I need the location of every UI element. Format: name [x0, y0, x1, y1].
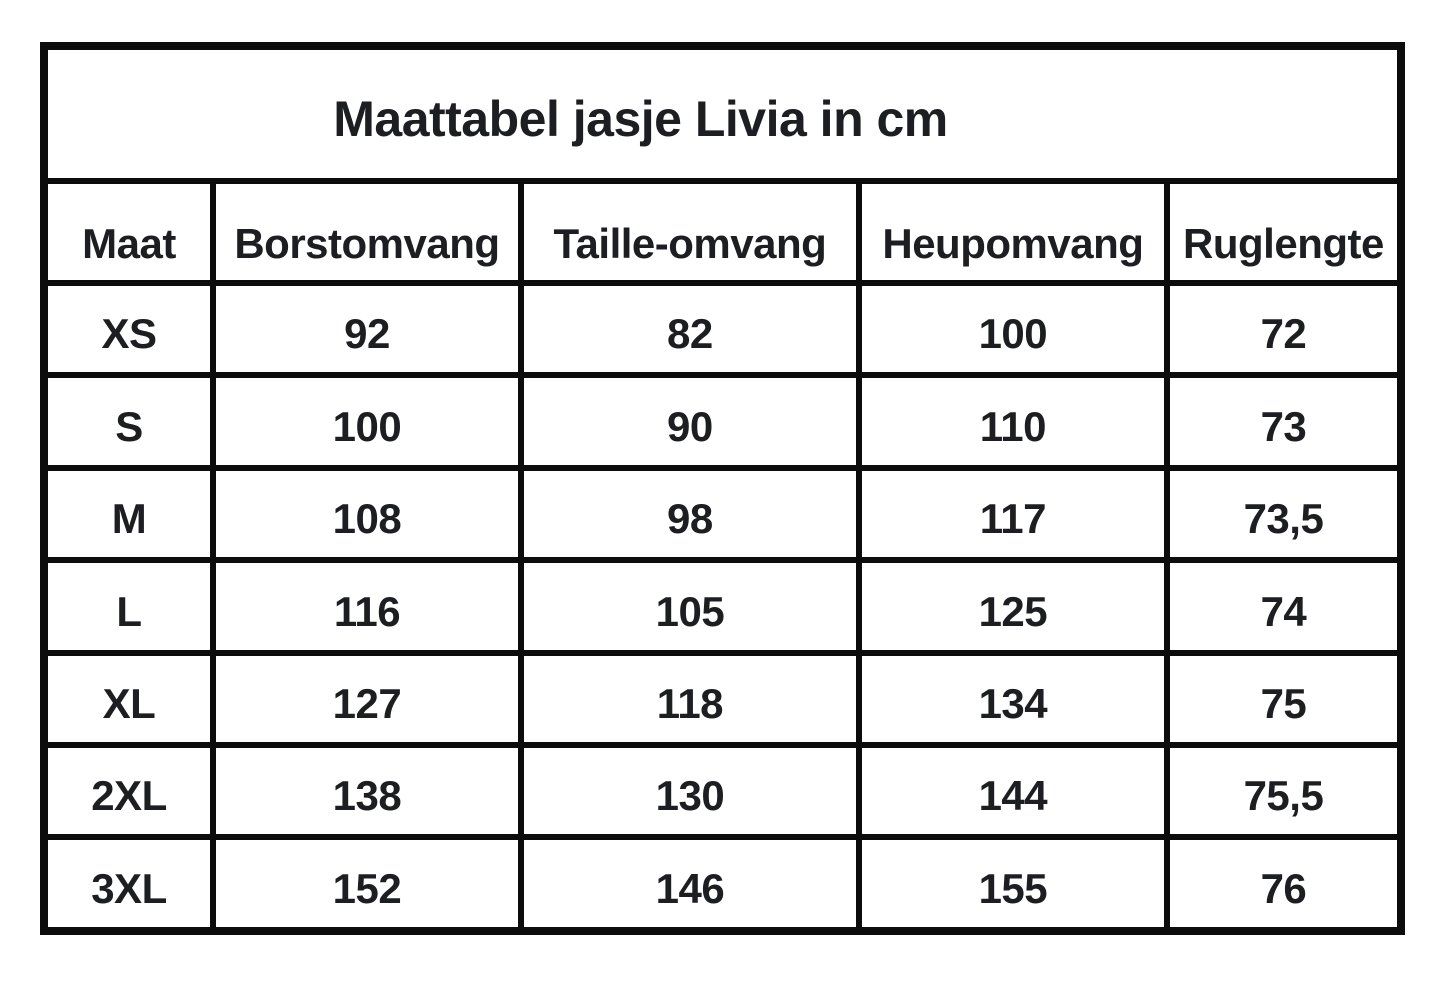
column-header-ruglengte: Ruglengte: [1163, 178, 1405, 286]
maat-cell: XL: [41, 649, 216, 748]
borstomvang-cell: 100: [209, 372, 524, 471]
borstomvang-cell: 92: [209, 279, 524, 379]
taille-omvang-cell: 82: [517, 279, 862, 379]
table-row-xl: XL 127 118 134 75: [41, 649, 1405, 748]
taille-omvang-cell: 90: [517, 372, 862, 471]
ruglengte-cell: 76: [1163, 834, 1405, 934]
heupomvang-cell: 144: [855, 741, 1170, 841]
heupomvang-cell: 125: [855, 557, 1170, 656]
maat-cell: M: [41, 464, 216, 564]
column-header-maat: Maat: [41, 178, 216, 286]
heupomvang-cell: 155: [855, 834, 1170, 934]
ruglengte-cell: 72: [1163, 279, 1405, 379]
heupomvang-cell: 134: [855, 649, 1170, 748]
title-row: Maattabel jasje Livia in cm: [41, 43, 1404, 184]
maat-cell: S: [41, 372, 216, 471]
table-row-l: L 116 105 125 74: [41, 557, 1405, 656]
column-header-taille-omvang: Taille-omvang: [517, 178, 862, 286]
ruglengte-cell: 73,5: [1163, 464, 1405, 564]
ruglengte-cell: 75: [1163, 649, 1405, 748]
maat-cell: 3XL: [41, 834, 216, 934]
column-header-borstomvang: Borstomvang: [209, 178, 524, 286]
maat-cell: L: [41, 557, 216, 656]
borstomvang-cell: 138: [209, 741, 524, 841]
borstomvang-cell: 127: [209, 649, 524, 748]
taille-omvang-cell: 98: [517, 464, 862, 564]
borstomvang-cell: 108: [209, 464, 524, 564]
taille-omvang-cell: 146: [517, 834, 862, 934]
borstomvang-cell: 152: [209, 834, 524, 934]
heupomvang-cell: 110: [855, 372, 1170, 471]
table-row-m: M 108 98 117 73,5: [41, 464, 1405, 564]
table-row-2xl: 2XL 138 130 144 75,5: [41, 741, 1405, 841]
borstomvang-cell: 116: [209, 557, 524, 656]
ruglengte-cell: 73: [1163, 372, 1405, 471]
taille-omvang-cell: 105: [517, 557, 862, 656]
taille-omvang-cell: 118: [517, 649, 862, 748]
ruglengte-cell: 75,5: [1163, 741, 1405, 841]
heupomvang-cell: 117: [855, 464, 1170, 564]
table-row-s: S 100 90 110 73: [41, 372, 1405, 471]
ruglengte-cell: 74: [1163, 557, 1405, 656]
table-title: Maattabel jasje Livia in cm: [41, 43, 1404, 184]
table-row-3xl: 3XL 152 146 155 76: [41, 834, 1405, 934]
taille-omvang-cell: 130: [517, 741, 862, 841]
table-row-xs: XS 92 82 100 72: [41, 279, 1405, 379]
maat-cell: 2XL: [41, 741, 216, 841]
column-header-heupomvang: Heupomvang: [855, 178, 1170, 286]
heupomvang-cell: 100: [855, 279, 1170, 379]
size-table: Maattabel jasje Livia in cm Maat Borstom…: [40, 42, 1405, 935]
maat-cell: XS: [41, 279, 216, 379]
header-row: Maat Borstomvang Taille-omvang Heupomvan…: [41, 178, 1405, 286]
